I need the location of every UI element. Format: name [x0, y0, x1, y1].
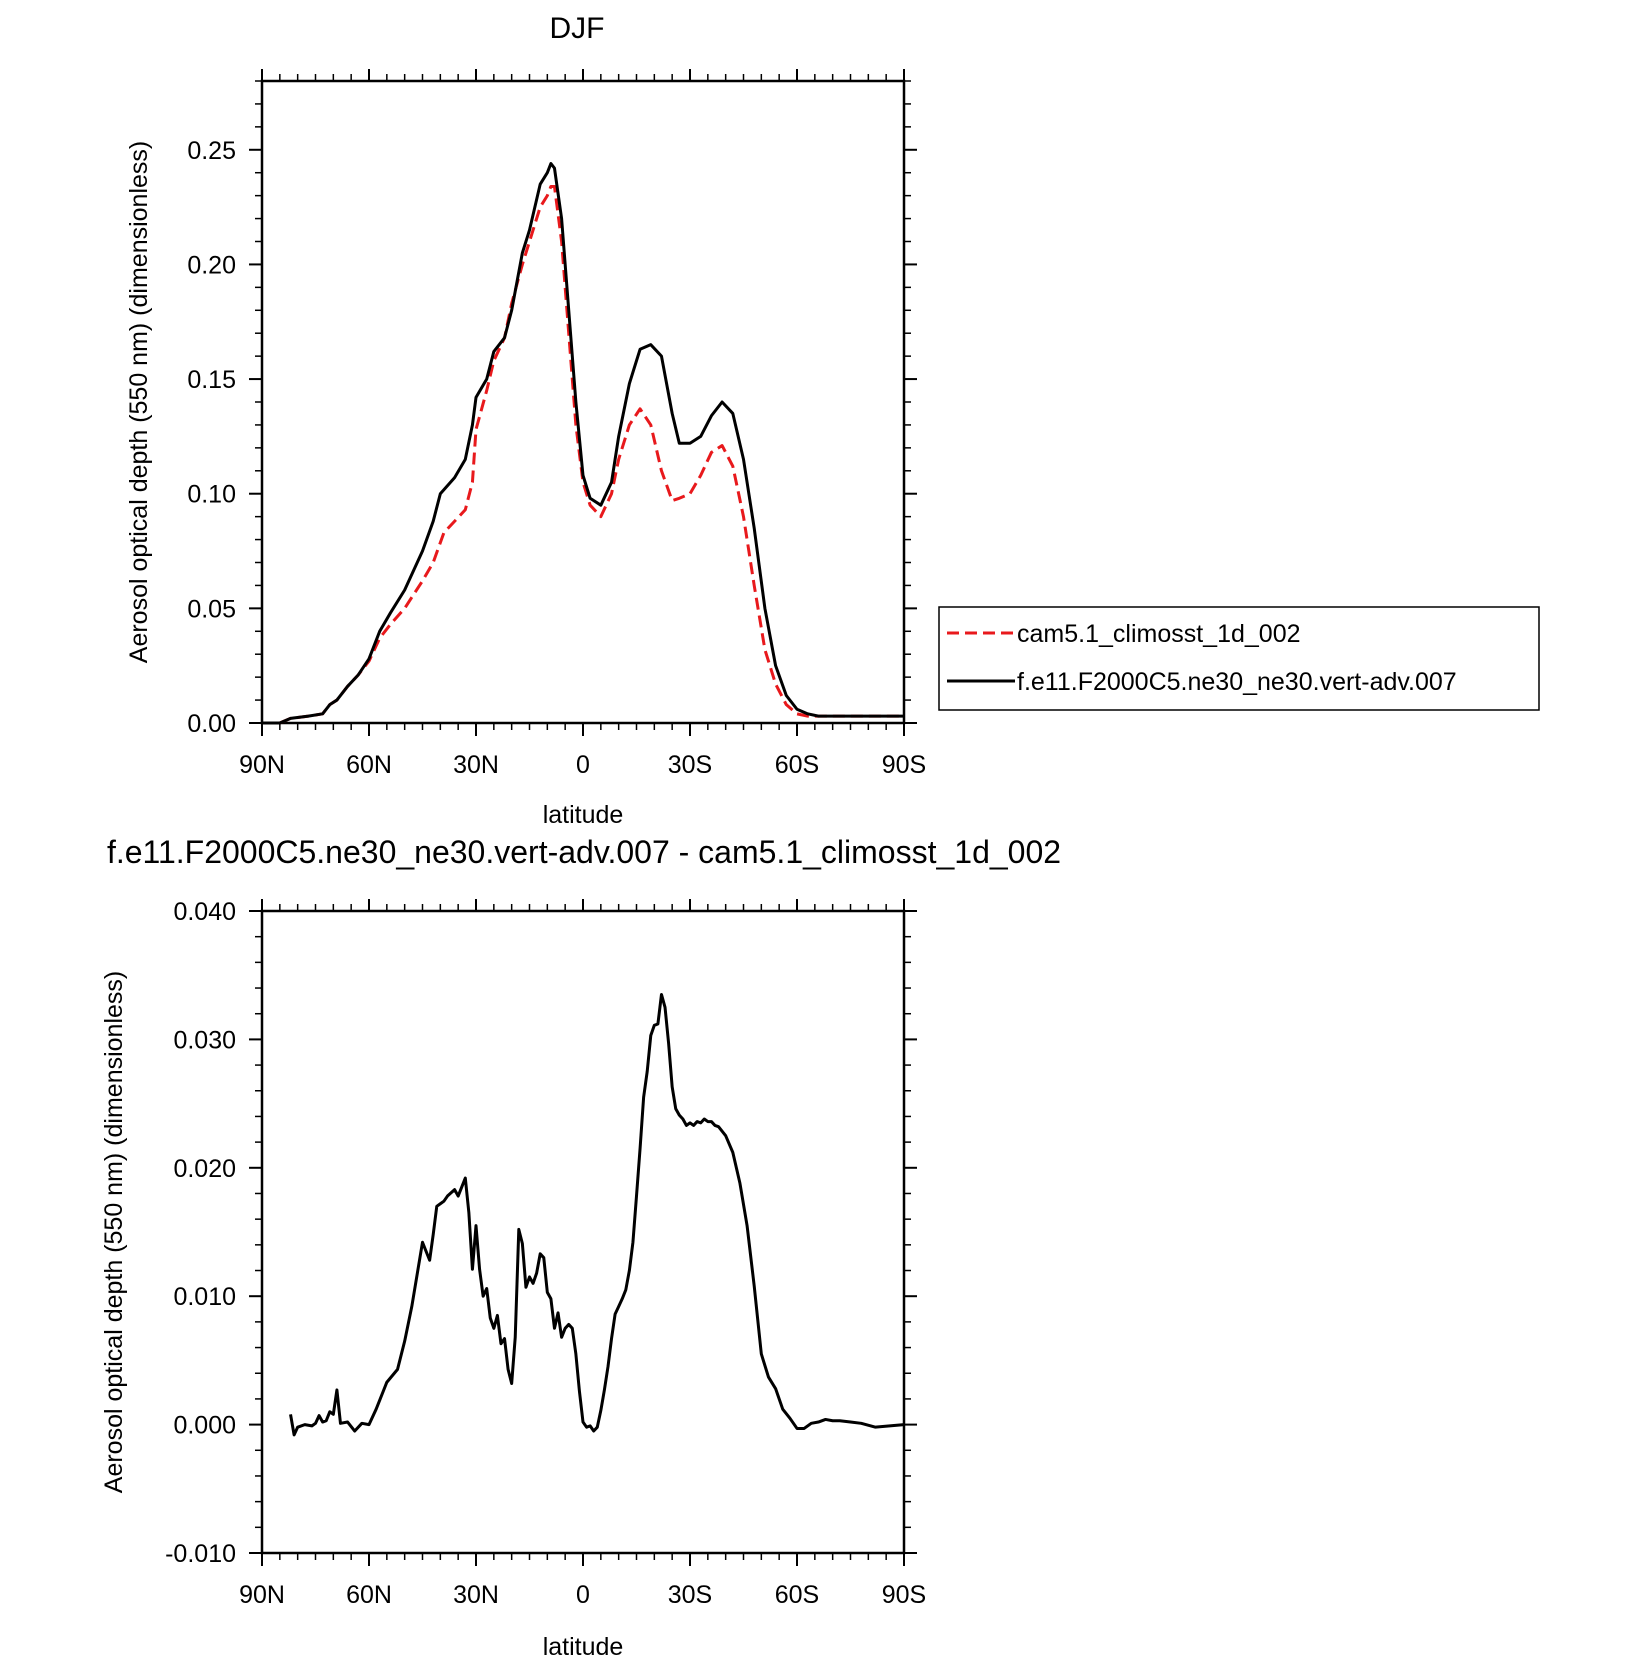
top-chart-title: DJF — [550, 12, 605, 45]
top-y-tick-label: 0.10 — [187, 481, 236, 509]
top-y-tick-label: 0.20 — [187, 251, 236, 279]
bottom-x-tick-label: 90N — [239, 1581, 285, 1609]
top-y-tick-label: 0.00 — [187, 710, 236, 738]
bottom-chart-title: f.e11.F2000C5.ne30_ne30.vert-adv.007 - c… — [107, 834, 1061, 870]
legend: cam5.1_climosst_1d_002 f.e11.F2000C5.ne3… — [938, 606, 1540, 711]
bottom-x-axis-label: latitude — [543, 1633, 624, 1661]
top-y-tick-label: 0.15 — [187, 366, 236, 394]
legend-label-vert-adv: f.e11.F2000C5.ne30_ne30.vert-adv.007 — [1017, 668, 1457, 696]
bottom-plot-frame — [260, 909, 906, 1555]
bottom-y-tick-label: 0.010 — [173, 1283, 236, 1311]
top-x-axis-label: latitude — [543, 801, 624, 829]
top-x-tick-label: 30S — [668, 751, 712, 779]
top-panel: DJF 0.00 0.05 0.10 0.15 0.20 0.25 90N 60N 30N 0 3… — [125, 12, 926, 829]
top-x-tick-label: 90N — [239, 751, 285, 779]
top-series-lines — [262, 162, 904, 725]
top-y-tick-label: 0.25 — [187, 137, 236, 165]
bottom-series-lines — [289, 992, 905, 1437]
top-series-line-vert-adv — [262, 162, 904, 725]
top-x-tick-label: 60S — [775, 751, 819, 779]
top-x-tick-label: 0 — [576, 751, 590, 779]
top-x-tick-labels: 90N 60N 30N 0 30S 60S 90S — [239, 751, 926, 779]
bottom-x-tick-label: 60N — [346, 1581, 392, 1609]
top-ticks — [249, 69, 917, 736]
bottom-x-tick-label: 30N — [453, 1581, 499, 1609]
bottom-difference-line — [289, 992, 905, 1437]
bottom-x-tick-labels: 90N 60N 30N 0 30S 60S 90S — [239, 1581, 926, 1609]
legend-box — [938, 606, 1540, 711]
bottom-panel: f.e11.F2000C5.ne30_ne30.vert-adv.007 - c… — [100, 834, 1061, 1661]
bottom-y-tick-label: -0.010 — [165, 1540, 236, 1568]
bottom-x-tick-label: 30S — [668, 1581, 712, 1609]
bottom-y-tick-label: 0.030 — [173, 1026, 236, 1054]
bottom-y-tick-label: 0.000 — [173, 1412, 236, 1440]
bottom-ticks — [249, 899, 917, 1566]
top-x-tick-label: 30N — [453, 751, 499, 779]
top-x-tick-label: 60N — [346, 751, 392, 779]
bottom-y-tick-label: 0.020 — [173, 1155, 236, 1183]
top-plot-frame — [260, 79, 906, 725]
top-series-line-cam5 — [262, 184, 904, 725]
bottom-x-tick-label: 0 — [576, 1581, 590, 1609]
top-y-tick-labels: 0.00 0.05 0.10 0.15 0.20 0.25 — [187, 137, 236, 738]
top-y-axis-label: Aerosol optical depth (550 nm) (dimensio… — [125, 141, 153, 663]
bottom-y-tick-label: 0.040 — [173, 898, 236, 926]
bottom-x-tick-label: 90S — [882, 1581, 926, 1609]
bottom-y-axis-label: Aerosol optical depth (550 nm) (dimensio… — [100, 971, 128, 1493]
top-y-tick-label: 0.05 — [187, 595, 236, 623]
top-x-tick-label: 90S — [882, 751, 926, 779]
legend-label-cam5: cam5.1_climosst_1d_002 — [1017, 620, 1301, 648]
bottom-x-tick-label: 60S — [775, 1581, 819, 1609]
bottom-y-tick-labels: -0.010 0.000 0.010 0.020 0.030 0.040 — [165, 898, 236, 1568]
